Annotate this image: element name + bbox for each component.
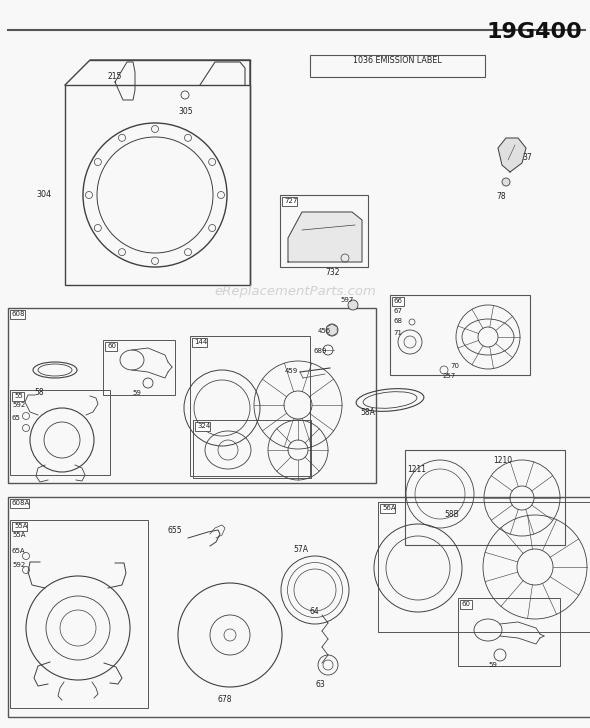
Text: 59: 59: [132, 390, 141, 396]
Circle shape: [502, 178, 510, 186]
Text: 678: 678: [218, 695, 232, 704]
Text: 732: 732: [325, 268, 339, 277]
Text: 78: 78: [496, 192, 506, 201]
Bar: [12, 522, 27, 531]
Text: 58B: 58B: [444, 510, 459, 519]
Bar: [105, 342, 117, 351]
Text: 66: 66: [394, 298, 403, 304]
Bar: [405, 450, 565, 545]
Text: 727: 727: [284, 198, 297, 204]
Text: 19G400: 19G400: [486, 22, 582, 42]
Text: 58A: 58A: [360, 408, 375, 417]
Text: 655: 655: [168, 526, 183, 535]
Text: 1211: 1211: [407, 465, 426, 474]
Bar: [65, 85, 250, 285]
Bar: [310, 55, 485, 77]
Text: 55A: 55A: [14, 523, 28, 529]
Text: 597: 597: [340, 297, 353, 303]
Text: 305: 305: [178, 107, 192, 116]
Text: 592: 592: [12, 402, 25, 408]
Polygon shape: [498, 138, 526, 172]
Text: 63: 63: [316, 680, 326, 689]
Bar: [193, 420, 311, 478]
Polygon shape: [288, 212, 362, 262]
Bar: [282, 197, 297, 206]
Bar: [378, 502, 590, 632]
Text: 304: 304: [36, 190, 51, 199]
Text: 60: 60: [107, 343, 116, 349]
Bar: [458, 598, 560, 666]
Text: 37: 37: [522, 153, 532, 162]
Text: 57A: 57A: [293, 545, 308, 554]
Bar: [10, 390, 110, 475]
Bar: [10, 310, 25, 319]
Text: 215: 215: [108, 72, 122, 81]
Bar: [8, 497, 590, 717]
Text: 1210: 1210: [493, 456, 512, 465]
Bar: [390, 295, 530, 375]
Text: 60: 60: [462, 601, 471, 607]
Text: 608: 608: [12, 311, 25, 317]
Text: 55: 55: [14, 393, 23, 399]
Bar: [192, 338, 208, 347]
Bar: [195, 422, 211, 431]
Circle shape: [348, 300, 358, 310]
Text: 324: 324: [197, 423, 210, 429]
Bar: [12, 392, 24, 401]
Text: 71: 71: [393, 330, 402, 336]
Bar: [380, 504, 395, 513]
Text: 65A: 65A: [12, 548, 25, 554]
Text: eReplacementParts.com: eReplacementParts.com: [214, 285, 376, 298]
Bar: [10, 520, 148, 708]
Text: 70: 70: [450, 363, 459, 369]
Text: 592: 592: [12, 562, 25, 568]
Bar: [8, 308, 376, 483]
Text: 56A: 56A: [382, 505, 396, 511]
Text: 257: 257: [443, 373, 456, 379]
Text: 456: 456: [318, 328, 331, 334]
Text: 608A: 608A: [12, 500, 30, 506]
Text: 144: 144: [194, 339, 207, 345]
Text: 59: 59: [488, 662, 497, 668]
Bar: [280, 195, 368, 267]
Text: 68: 68: [394, 318, 403, 324]
Bar: [103, 340, 175, 395]
Bar: [392, 297, 404, 306]
Text: 1036 EMISSION LABEL: 1036 EMISSION LABEL: [353, 56, 441, 65]
Bar: [10, 499, 29, 508]
Text: 55A: 55A: [12, 532, 25, 538]
Circle shape: [326, 324, 338, 336]
Text: 459: 459: [285, 368, 299, 374]
Bar: [190, 336, 310, 476]
Bar: [460, 600, 471, 609]
Text: 58: 58: [34, 388, 44, 397]
Text: 689: 689: [314, 348, 327, 354]
Text: 67: 67: [393, 308, 402, 314]
Text: 65: 65: [12, 415, 21, 421]
Text: 64: 64: [310, 607, 320, 616]
